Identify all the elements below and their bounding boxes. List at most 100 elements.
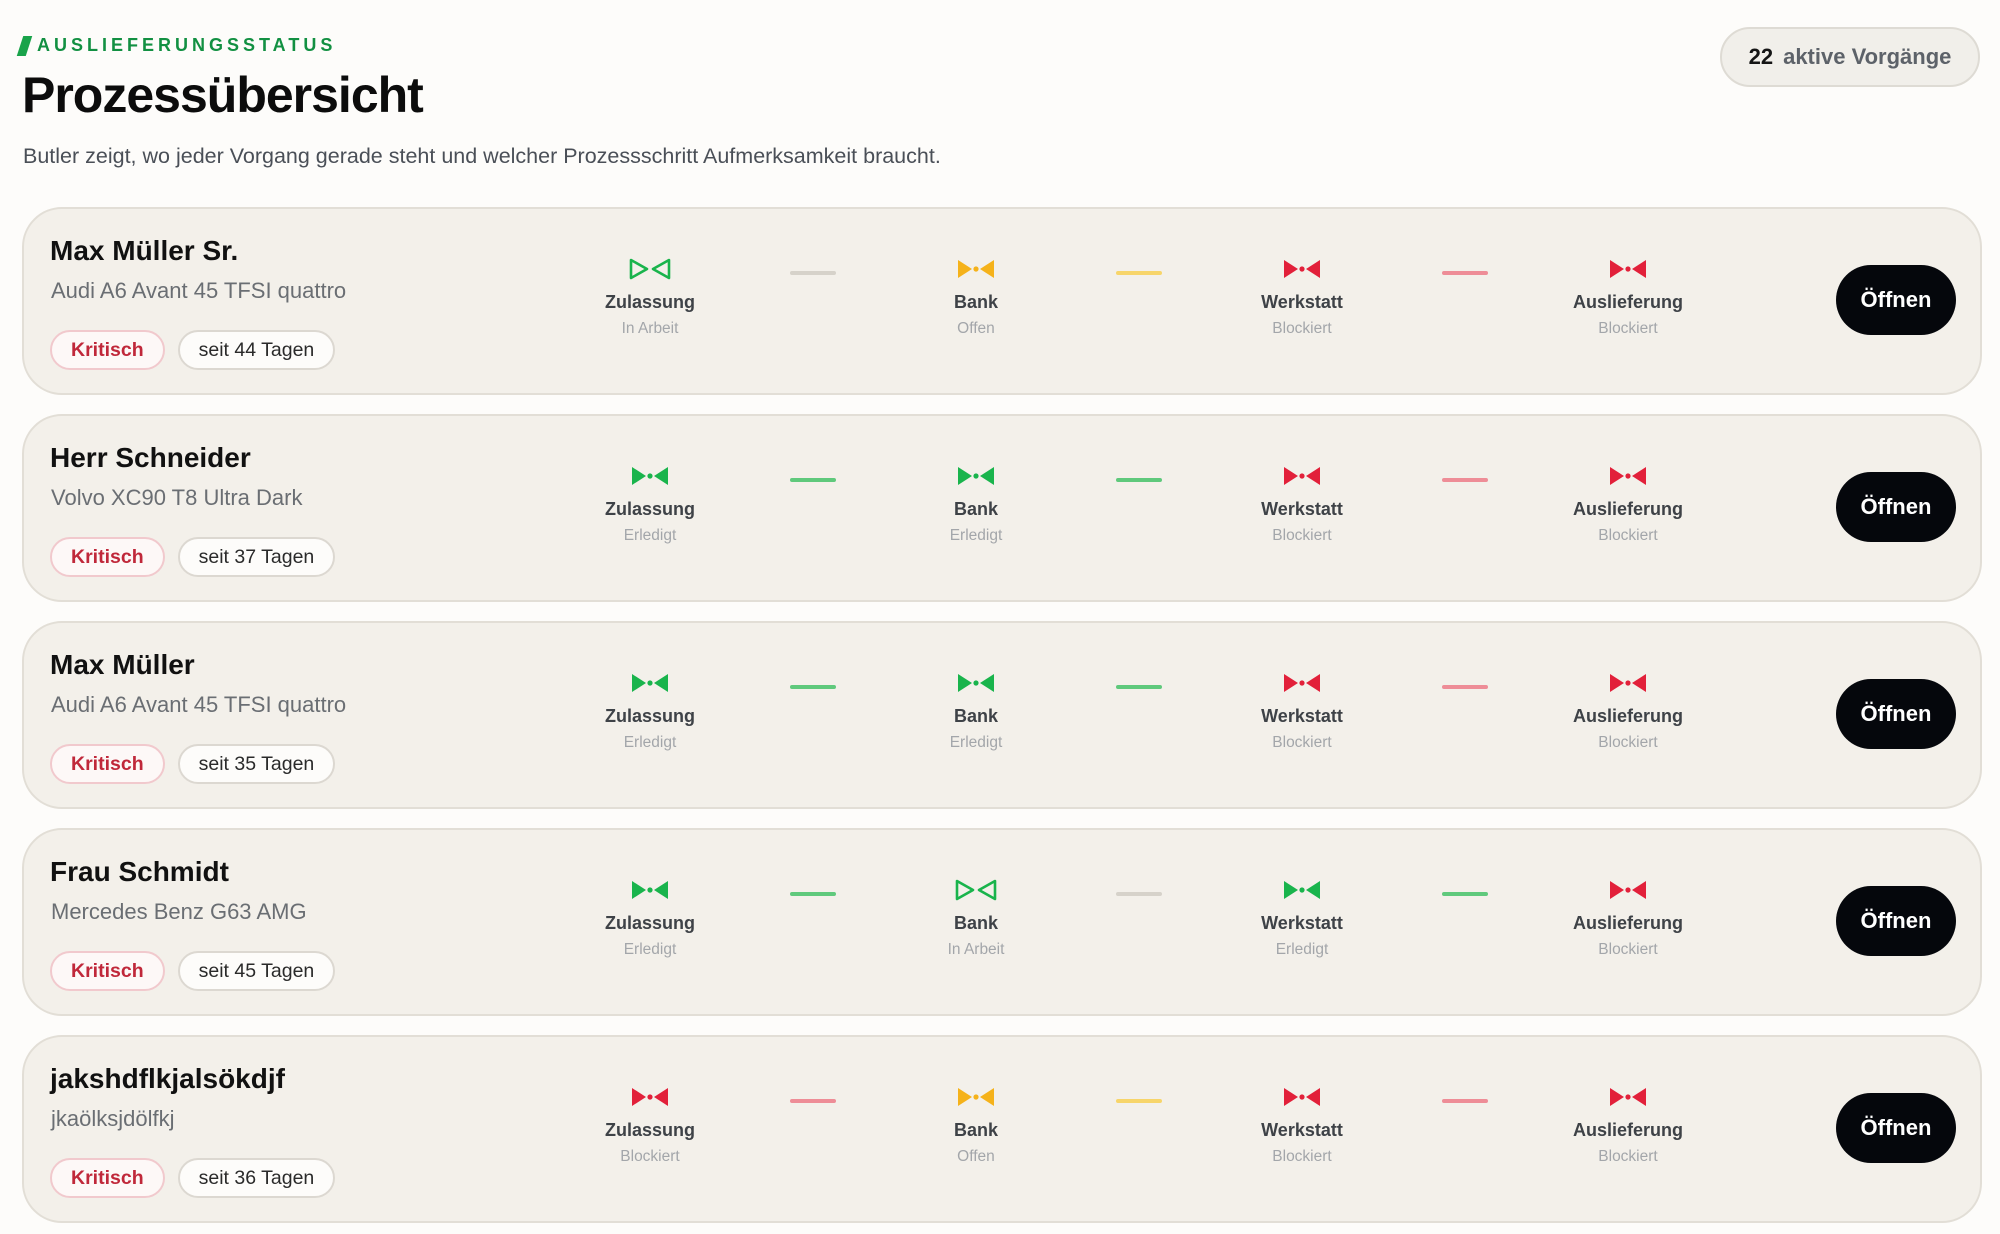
customer-name: Max Müller (50, 649, 195, 680)
age-badge: seit 45 Tagen (177, 951, 336, 991)
bowtie-icon (632, 674, 668, 692)
process-step: Werkstatt Erledigt (1217, 878, 1387, 959)
case-card: Max Müller Sr. Audi A6 Avant 45 TFSI qua… (22, 207, 1982, 395)
step-label: Auslieferung (1572, 706, 1683, 726)
process-step: Bank In Arbeit (891, 878, 1061, 959)
step-status: Erledigt (623, 941, 677, 958)
bowtie-icon (1610, 674, 1646, 692)
step-status: In Arbeit (621, 320, 679, 337)
process-steps: Zulassung Erledigt Bank Erledigt Werksta… (584, 671, 1884, 771)
process-step: Zulassung In Arbeit (565, 257, 735, 338)
process-step: Werkstatt Blockiert (1217, 671, 1387, 752)
step-status: Blockiert (1272, 734, 1332, 751)
bowtie-outline-icon (955, 879, 997, 901)
customer-name: Max Müller Sr. (50, 235, 239, 266)
step-label: Zulassung (604, 499, 695, 519)
priority-badge: Kritisch (50, 330, 165, 370)
step-label: Werkstatt (1261, 913, 1343, 933)
badge-group: Kritisch seit 45 Tagen (50, 951, 336, 991)
step-label: Auslieferung (1572, 499, 1683, 519)
bowtie-icon (1610, 881, 1646, 899)
step-label: Werkstatt (1261, 706, 1343, 726)
age-badge: seit 36 Tagen (177, 1158, 336, 1198)
priority-badge: Kritisch (50, 537, 165, 577)
age-badge: seit 44 Tagen (177, 330, 336, 370)
step-status: Erledigt (623, 734, 677, 751)
step-connector (790, 685, 836, 689)
eyebrow: AUSLIEFERUNGSSTATUS (16, 35, 337, 56)
step-connector (1116, 271, 1162, 275)
open-button[interactable]: Öffnen (1836, 1093, 1956, 1163)
age-badge: seit 37 Tagen (177, 537, 336, 577)
step-status: Offen (957, 320, 995, 337)
accent-slash-icon (16, 35, 33, 56)
process-step: Zulassung Erledigt (565, 878, 735, 959)
step-connector (790, 478, 836, 482)
process-step: Bank Erledigt (891, 671, 1061, 752)
step-status: Blockiert (1272, 527, 1332, 544)
bowtie-icon (1284, 674, 1320, 692)
process-step: Auslieferung Blockiert (1543, 464, 1713, 545)
step-connector (1442, 478, 1488, 482)
step-status: Blockiert (1272, 1148, 1332, 1165)
customer-name: Frau Schmidt (50, 856, 229, 887)
bowtie-icon (1284, 881, 1320, 899)
step-connector (1116, 892, 1162, 896)
customer-name: jakshdflkjalsökdjf (50, 1063, 285, 1094)
step-label: Zulassung (604, 706, 695, 726)
step-label: Zulassung (604, 1120, 695, 1140)
open-button[interactable]: Öffnen (1836, 472, 1956, 542)
step-label: Werkstatt (1261, 292, 1343, 312)
step-label: Bank (953, 292, 998, 312)
process-step: Bank Offen (891, 257, 1061, 338)
step-label: Bank (953, 913, 998, 933)
step-connector (1442, 1099, 1488, 1103)
step-status: Blockiert (1598, 320, 1658, 337)
eyebrow-label: AUSLIEFERUNGSSTATUS (37, 35, 337, 55)
step-status: Erledigt (949, 734, 1003, 751)
vehicle-model: Volvo XC90 T8 Ultra Dark (51, 485, 303, 510)
process-step: Werkstatt Blockiert (1217, 1085, 1387, 1166)
process-step: Auslieferung Blockiert (1543, 1085, 1713, 1166)
process-step: Auslieferung Blockiert (1543, 671, 1713, 752)
step-connector (1442, 271, 1488, 275)
case-card: Herr Schneider Volvo XC90 T8 Ultra Dark … (22, 414, 1982, 602)
step-label: Bank (953, 499, 998, 519)
step-label: Auslieferung (1572, 1120, 1683, 1140)
open-button[interactable]: Öffnen (1836, 265, 1956, 335)
step-status: Erledigt (623, 527, 677, 544)
priority-badge: Kritisch (50, 744, 165, 784)
step-connector (1116, 478, 1162, 482)
bowtie-icon (1610, 1088, 1646, 1106)
step-status: Blockiert (620, 1148, 680, 1165)
vehicle-model: Audi A6 Avant 45 TFSI quattro (51, 692, 347, 717)
step-status: Blockiert (1272, 320, 1332, 337)
bowtie-icon (1284, 1088, 1320, 1106)
bowtie-outline-icon (629, 258, 671, 280)
step-label: Bank (953, 1120, 998, 1140)
vehicle-model: jkaölksjdölfkj (51, 1106, 175, 1131)
open-button[interactable]: Öffnen (1836, 679, 1956, 749)
step-connector (790, 1099, 836, 1103)
bowtie-icon (958, 260, 994, 278)
step-label: Werkstatt (1261, 499, 1343, 519)
badge-group: Kritisch seit 44 Tagen (50, 330, 336, 370)
bowtie-icon (1284, 260, 1320, 278)
step-label: Zulassung (604, 292, 695, 312)
step-status: Erledigt (949, 527, 1003, 544)
step-status: Blockiert (1598, 941, 1658, 958)
process-steps: Zulassung In Arbeit Bank Offen Werkstatt… (584, 257, 1884, 357)
open-button[interactable]: Öffnen (1836, 886, 1956, 956)
bowtie-icon (958, 1088, 994, 1106)
step-label: Auslieferung (1572, 913, 1683, 933)
case-list: Max Müller Sr. Audi A6 Avant 45 TFSI qua… (22, 207, 1982, 1234)
step-connector (790, 271, 836, 275)
vehicle-model: Audi A6 Avant 45 TFSI quattro (51, 278, 347, 303)
process-step: Bank Offen (891, 1085, 1061, 1166)
step-connector (790, 892, 836, 896)
process-step: Zulassung Erledigt (565, 464, 735, 545)
process-steps: Zulassung Erledigt Bank Erledigt Werksta… (584, 464, 1884, 564)
process-steps: Zulassung Blockiert Bank Offen Werkstatt… (584, 1085, 1884, 1185)
badge-group: Kritisch seit 36 Tagen (50, 1158, 336, 1198)
bowtie-icon (632, 1088, 668, 1106)
